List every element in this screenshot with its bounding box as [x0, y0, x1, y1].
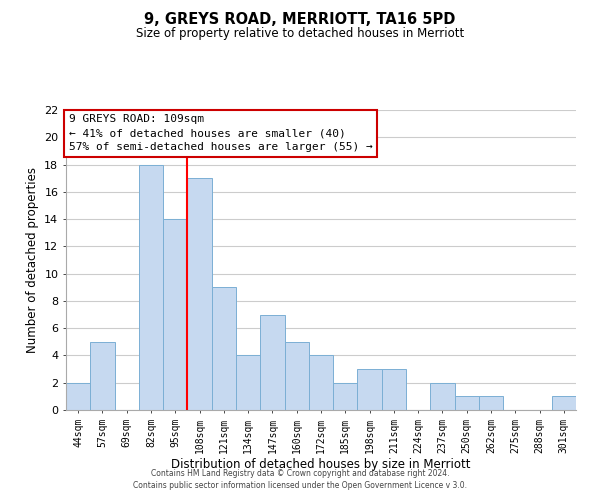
Bar [358, 369, 382, 410]
Text: Contains public sector information licensed under the Open Government Licence v : Contains public sector information licen… [133, 481, 467, 490]
Bar [66, 382, 90, 410]
Bar [479, 396, 503, 410]
Bar [552, 396, 576, 410]
Bar [309, 356, 333, 410]
Bar [90, 342, 115, 410]
Bar [455, 396, 479, 410]
Text: Size of property relative to detached houses in Merriott: Size of property relative to detached ho… [136, 28, 464, 40]
Bar [430, 382, 455, 410]
Bar [139, 164, 163, 410]
Text: 9 GREYS ROAD: 109sqm
← 41% of detached houses are smaller (40)
57% of semi-detac: 9 GREYS ROAD: 109sqm ← 41% of detached h… [68, 114, 372, 152]
Text: 9, GREYS ROAD, MERRIOTT, TA16 5PD: 9, GREYS ROAD, MERRIOTT, TA16 5PD [145, 12, 455, 28]
Bar [163, 219, 187, 410]
Bar [333, 382, 358, 410]
Bar [236, 356, 260, 410]
Y-axis label: Number of detached properties: Number of detached properties [26, 167, 38, 353]
X-axis label: Distribution of detached houses by size in Merriott: Distribution of detached houses by size … [171, 458, 471, 471]
Bar [260, 314, 284, 410]
Text: Contains HM Land Registry data © Crown copyright and database right 2024.: Contains HM Land Registry data © Crown c… [151, 468, 449, 477]
Bar [382, 369, 406, 410]
Bar [187, 178, 212, 410]
Bar [212, 288, 236, 410]
Bar [284, 342, 309, 410]
